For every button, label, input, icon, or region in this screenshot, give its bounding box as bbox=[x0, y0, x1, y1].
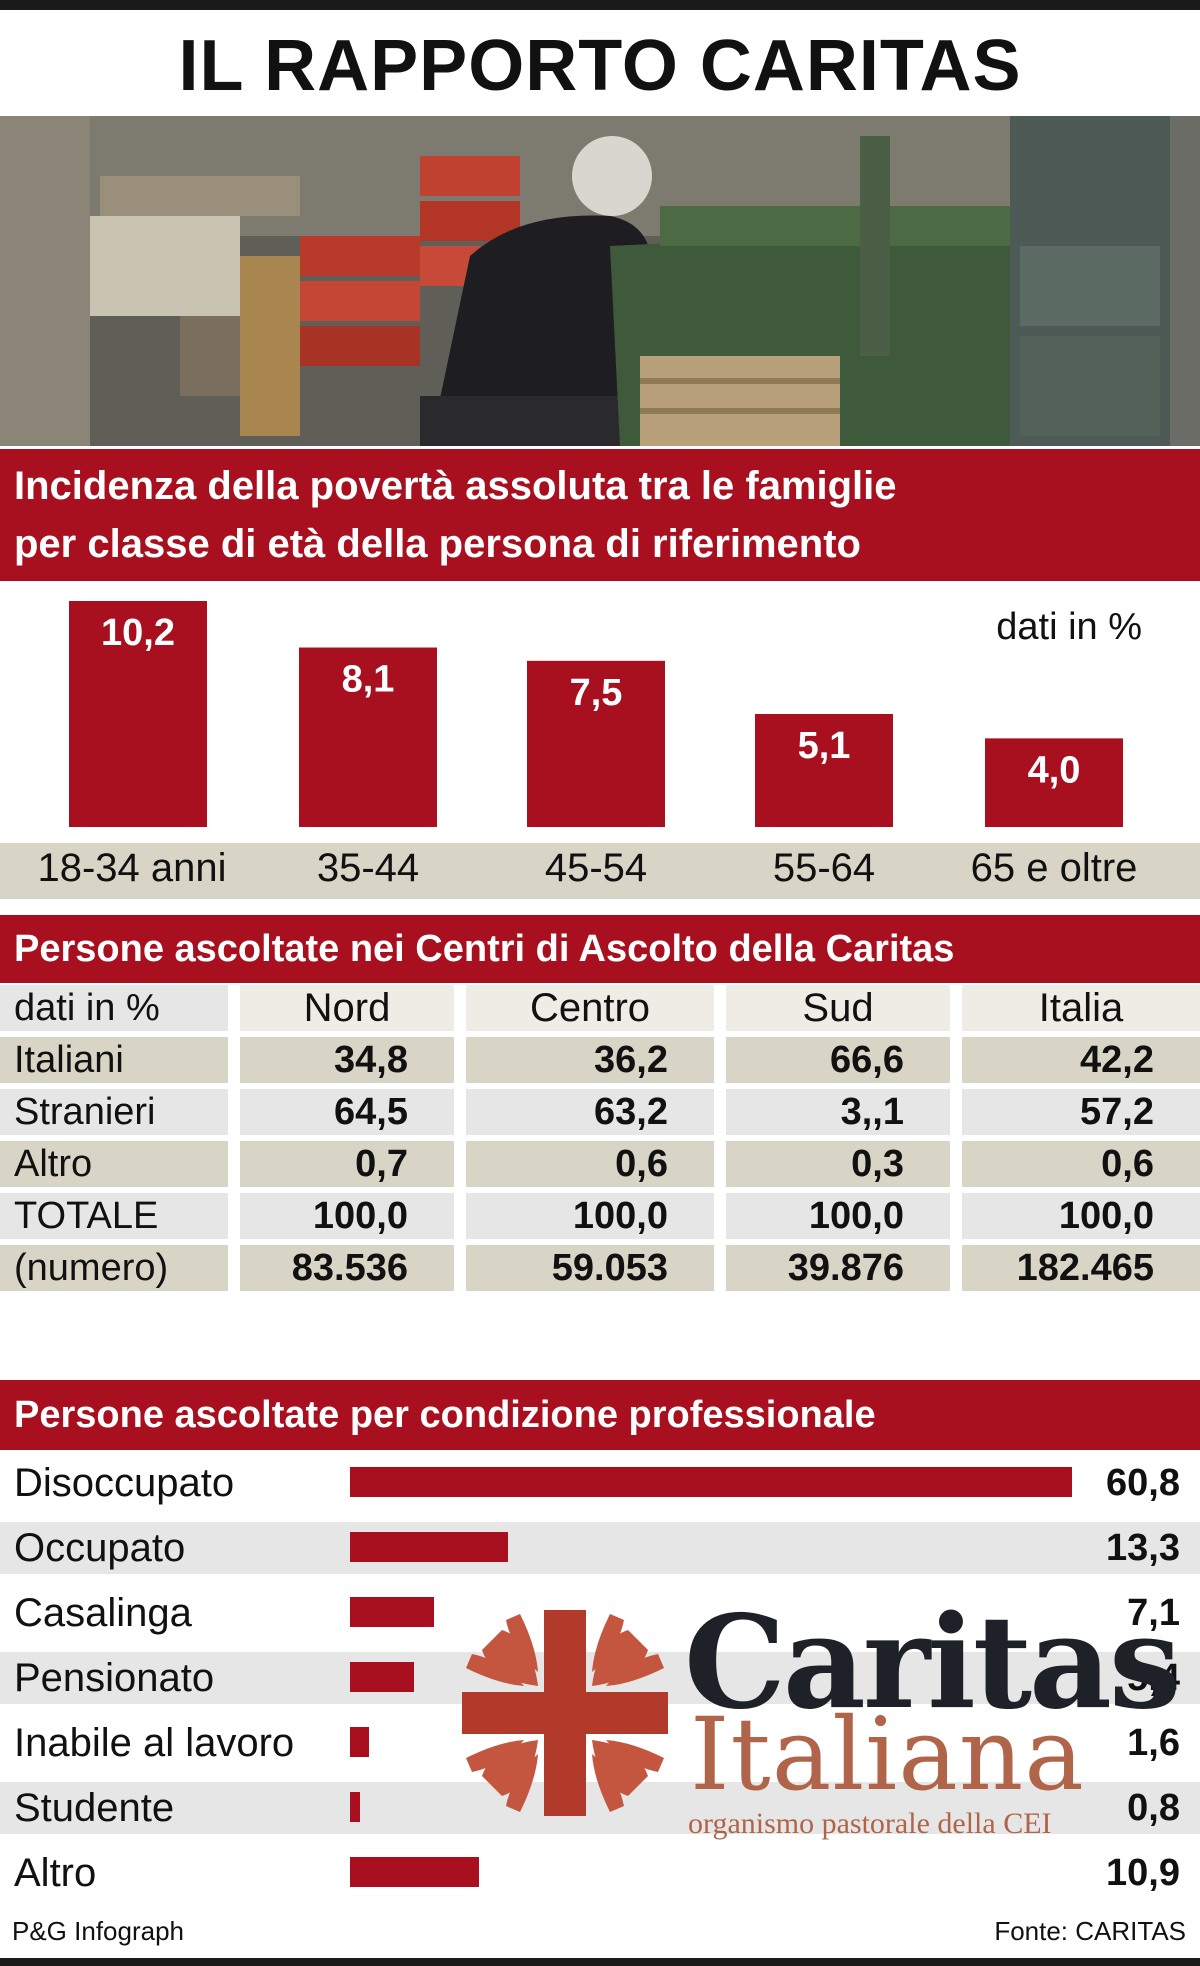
table-row: TOTALE 100,0 100,0 100,0 100,0 bbox=[0, 1193, 1200, 1249]
profession-label: Pensionato bbox=[14, 1656, 215, 1700]
profession-label: Altro bbox=[14, 1851, 97, 1895]
table-row: Altro 0,7 0,6 0,3 0,6 bbox=[0, 1141, 1200, 1197]
bar-1 bbox=[69, 601, 207, 827]
table-cell: 100,0 bbox=[240, 1193, 454, 1239]
table-cell: 66,6 bbox=[726, 1037, 950, 1083]
profession-value: 10,9 bbox=[1106, 1852, 1180, 1894]
table-row: (numero) 83.536 59.053 39.876 182.465 bbox=[0, 1245, 1200, 1301]
table-cell: 0,3 bbox=[726, 1141, 950, 1187]
section-poverty-header: Incidenza della povertà assoluta tra le … bbox=[0, 449, 1200, 581]
table-cell: 64,5 bbox=[240, 1089, 454, 1135]
table-cell: 83.536 bbox=[240, 1245, 454, 1291]
profession-bar bbox=[350, 1857, 480, 1887]
category-label: 55-64 bbox=[773, 846, 875, 890]
table-row-label: Altro bbox=[0, 1141, 228, 1187]
profession-label: Occupato bbox=[14, 1526, 186, 1570]
profession-bar bbox=[350, 1792, 360, 1822]
table-cell: 39.876 bbox=[726, 1245, 950, 1291]
table-cell: 0,7 bbox=[240, 1141, 454, 1187]
table-cell: 3,,1 bbox=[726, 1089, 950, 1135]
table-row-label: Italiani bbox=[0, 1037, 228, 1083]
section-profession-title: Persone ascoltate per condizione profess… bbox=[14, 1394, 876, 1436]
profession-value: 7,1 bbox=[1127, 1592, 1180, 1634]
table-cell: 34,8 bbox=[240, 1037, 454, 1083]
category-label: 18-34 anni bbox=[37, 846, 226, 890]
table-cell: 63,2 bbox=[466, 1089, 714, 1135]
bar-value-label: 7,5 bbox=[570, 672, 623, 714]
bar-4 bbox=[755, 714, 893, 827]
profession-value: 13,3 bbox=[1106, 1527, 1180, 1569]
section-listening-centers-title: Persone ascoltate nei Centri di Ascolto … bbox=[14, 928, 955, 970]
table-cell: 42,2 bbox=[962, 1037, 1200, 1083]
bar-5 bbox=[985, 738, 1123, 827]
profession-label: Casalinga bbox=[14, 1591, 192, 1635]
table-row-label: TOTALE bbox=[0, 1193, 228, 1239]
category-label: 35-44 bbox=[317, 846, 419, 890]
caritas-cross-icon bbox=[462, 1610, 668, 1816]
table-cell: 0,6 bbox=[962, 1141, 1200, 1187]
profession-row: Studente 0,8 bbox=[0, 1782, 1200, 1834]
profession-bar bbox=[350, 1597, 435, 1627]
profession-bar bbox=[350, 1727, 369, 1757]
profession-bar bbox=[350, 1467, 1072, 1497]
section-poverty-title-line2: per classe di età della persona di rifer… bbox=[14, 522, 861, 566]
table-row: Stranieri 64,5 63,2 3,,1 57,2 bbox=[0, 1089, 1200, 1145]
table-header-cell: dati in % bbox=[0, 985, 228, 1031]
table-row-label: Stranieri bbox=[0, 1089, 228, 1135]
bottom-rule bbox=[0, 1958, 1200, 1966]
bar-3 bbox=[527, 660, 665, 827]
table-header-row: dati in % Nord Centro Sud Italia bbox=[0, 985, 1200, 1041]
profession-value: 0,8 bbox=[1127, 1787, 1180, 1829]
table-cell: 36,2 bbox=[466, 1037, 714, 1083]
table-cell: 100,0 bbox=[466, 1193, 714, 1239]
profession-row: Disoccupato 60,8 bbox=[0, 1457, 1200, 1509]
photo-illustration bbox=[0, 116, 1200, 446]
category-label: 45-54 bbox=[545, 846, 647, 890]
logo-tagline: organismo pastorale della CEI bbox=[688, 1807, 1052, 1840]
bar-value-label: 5,1 bbox=[798, 725, 851, 767]
bar-value-label: 8,1 bbox=[342, 659, 395, 701]
table-header-cell: Nord bbox=[240, 985, 454, 1031]
top-rule bbox=[0, 0, 1200, 10]
table-cell: 0,6 bbox=[466, 1141, 714, 1187]
category-label: 65 e oltre bbox=[971, 846, 1138, 890]
profession-row: Altro 10,9 bbox=[0, 1847, 1200, 1899]
table-header-cell: Italia bbox=[962, 985, 1200, 1031]
caritas-logo: Caritas Italiana organismo pastorale del… bbox=[462, 1598, 1181, 1858]
profession-value: 1,6 bbox=[1127, 1722, 1180, 1764]
logo-word-caritas: Caritas bbox=[684, 1588, 1181, 1738]
table-cell: 182.465 bbox=[962, 1245, 1200, 1291]
table-cell: 100,0 bbox=[726, 1193, 950, 1239]
table-cell: 100,0 bbox=[962, 1193, 1200, 1239]
profession-bar bbox=[350, 1532, 508, 1562]
profession-value: 60,8 bbox=[1106, 1462, 1180, 1504]
bar-value-label: 10,2 bbox=[101, 612, 175, 654]
poverty-bar-chart: 10,2 18-34 anni 8,1 35-44 7,5 45-54 5,1 55-64 4,… bbox=[37, 601, 1138, 890]
profession-value: 5,4 bbox=[1127, 1657, 1180, 1699]
section-listening-centers-header: Persone ascoltate nei Centri di Ascolto … bbox=[0, 915, 1200, 983]
section-poverty-title-line1: Incidenza della povertà assoluta tra le … bbox=[14, 464, 897, 508]
profession-label: Studente bbox=[14, 1786, 175, 1830]
footer-credit: P&G Infograph bbox=[12, 1916, 184, 1946]
bar-value-label: 4,0 bbox=[1028, 749, 1081, 791]
section-profession-header: Persone ascoltate per condizione profess… bbox=[0, 1380, 1200, 1450]
profession-bar bbox=[350, 1662, 415, 1692]
age-category-strip bbox=[0, 843, 1200, 899]
profession-label: Disoccupato bbox=[14, 1461, 235, 1505]
chart-unit-note: dati in % bbox=[996, 606, 1142, 648]
table-header-cell: Sud bbox=[726, 985, 950, 1031]
profession-row: Casalinga 7,1 bbox=[0, 1587, 1200, 1639]
profession-label: Inabile al lavoro bbox=[14, 1721, 295, 1765]
footer-source: Fonte: CARITAS bbox=[994, 1916, 1186, 1946]
photo-elderly-person-market bbox=[0, 116, 1200, 446]
profession-row: Occupato 13,3 bbox=[0, 1522, 1200, 1574]
bar-2 bbox=[299, 647, 437, 827]
table-cell: 59.053 bbox=[466, 1245, 714, 1291]
table-row: Italiani 34,8 36,2 66,6 42,2 bbox=[0, 1037, 1200, 1093]
logo-word-italiana: Italiana bbox=[690, 1696, 1085, 1813]
table-row-label: (numero) bbox=[0, 1245, 228, 1291]
table-header-cell: Centro bbox=[466, 985, 714, 1031]
table-cell: 57,2 bbox=[962, 1089, 1200, 1135]
page-title: IL RAPPORTO CARITAS bbox=[178, 26, 1022, 106]
